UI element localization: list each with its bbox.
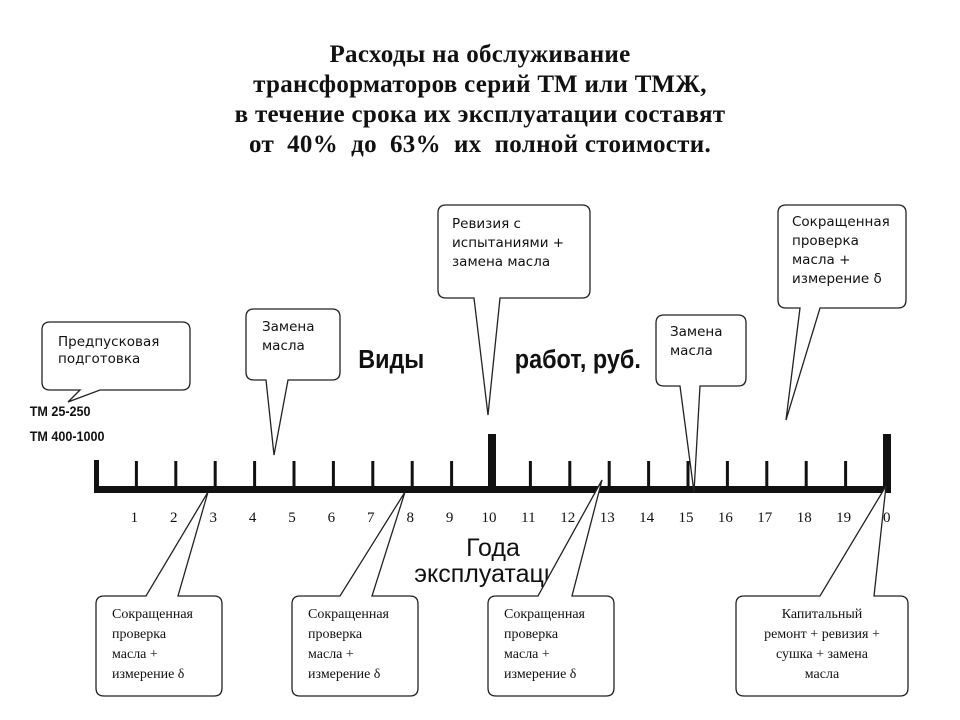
tick-year-3 (213, 461, 217, 488)
tick-year-4 (253, 461, 257, 488)
callout-check-bottom-3-line-3: масла + (504, 647, 550, 662)
callout-capital-repair-line-3: сушка + замена (776, 647, 869, 662)
year-label-8: 8 (406, 510, 414, 526)
callout-check-bottom-1-line-4: измерение δ (112, 667, 185, 682)
header-right: работ, руб. (515, 346, 641, 374)
callout-revision (437, 204, 591, 416)
callout-oil-change-1-line-1: Замена (262, 319, 315, 335)
axis-ticks (134, 461, 848, 488)
year-label-7: 7 (367, 510, 375, 526)
header-left: Виды (358, 346, 424, 374)
year-label-1: 1 (131, 510, 139, 526)
year-label-11: 11 (521, 510, 535, 526)
callout-check-bottom-2-line-3: масла + (308, 647, 354, 662)
year-label-15: 15 (679, 510, 694, 526)
callout-capital-repair-line-2: ремонт + ревизия + (764, 627, 880, 642)
series-label-1: ТМ 25-250 (30, 403, 91, 419)
tick-year-8 (410, 461, 414, 488)
callout-check-top-line-1: Сокращенная (792, 214, 890, 230)
year-label-9: 9 (446, 510, 454, 526)
tick-year-14 (647, 461, 651, 488)
callout-check-bottom-2-line-2: проверка (308, 627, 363, 642)
year-label-3: 3 (209, 510, 217, 526)
callout-oil-change-2 (655, 314, 747, 493)
callout-check-top-line-4: измерение δ (792, 271, 882, 287)
year-label-4: 4 (249, 510, 257, 526)
year-labels: 1234567891011121314151617181920 (131, 510, 891, 526)
title-line-4: от 40% до 63% их полной стоимости. (248, 131, 712, 158)
tick-year-18 (804, 461, 808, 488)
title-line-1: Расходы на обслуживание (329, 41, 631, 68)
series-label-2: ТМ 400-1000 (30, 428, 105, 444)
callout-capital-repair-line-1: Капитальный (782, 607, 863, 622)
callout-prelaunch-line-1: Предпусковая (58, 334, 159, 350)
tick-year-12 (568, 461, 572, 488)
year-label-5: 5 (288, 510, 296, 526)
callout-check-bottom-3 (487, 479, 615, 697)
tick-year-9 (450, 461, 454, 488)
callout-prelaunch (41, 321, 191, 403)
callout-check-bottom-2 (291, 491, 419, 697)
year-label-18: 18 (797, 510, 812, 526)
callout-check-top-line-3: масла + (792, 252, 850, 268)
tick-year-6 (331, 461, 335, 488)
callout-prelaunch-line-2: подготовка (58, 351, 140, 367)
callout-revision-line-3: замена масла (452, 254, 550, 270)
title-line-2: трансформаторов серий ТМ или ТМЖ, (253, 71, 707, 98)
callout-capital-repair-line-4: масла (805, 667, 840, 682)
axis-start-marker (94, 460, 99, 493)
callout-check-bottom-1-line-2: проверка (112, 627, 167, 642)
tick-year-5 (292, 461, 296, 488)
tick-year-15 (686, 461, 690, 488)
tick-year-2 (174, 461, 178, 488)
tick-year-11 (528, 461, 532, 488)
year-label-16: 16 (718, 510, 734, 526)
year-label-19: 19 (836, 510, 851, 526)
axis-title-years: Года (466, 534, 520, 562)
tick-year-17 (765, 461, 769, 488)
year-label-14: 14 (639, 510, 655, 526)
tick-year-1 (134, 461, 138, 488)
callout-revision-line-2: испытаниями + (452, 235, 564, 251)
callout-oil-change-2-line-2: масла (670, 343, 713, 359)
callout-oil-change-1-line-2: масла (262, 338, 305, 354)
callout-check-top (777, 204, 907, 421)
callout-check-bottom-1-line-1: Сокращенная (112, 607, 194, 622)
tick-year-7 (371, 461, 375, 488)
callout-oil-change-2-line-1: Замена (670, 324, 723, 340)
tick-year-13 (607, 461, 611, 488)
title-line-3: в течение срока их эксплуатации составят (234, 101, 726, 128)
callout-oil-change-1 (245, 308, 341, 456)
tick-year-19 (844, 461, 848, 488)
year-20-marker (883, 434, 891, 493)
callout-check-bottom-1-line-3: масла + (112, 647, 158, 662)
callout-check-bottom-3-line-1: Сокращенная (504, 607, 586, 622)
year-label-2: 2 (170, 510, 178, 526)
callout-check-bottom-3-line-4: измерение δ (504, 667, 577, 682)
callout-check-bottom-3-line-2: проверка (504, 627, 559, 642)
year-label-6: 6 (328, 510, 336, 526)
callout-check-bottom-1 (95, 491, 223, 697)
year-label-10: 10 (482, 510, 497, 526)
year-label-13: 13 (600, 510, 615, 526)
callout-check-top-line-2: проверка (792, 233, 859, 249)
callout-check-bottom-2-line-1: Сокращенная (308, 607, 390, 622)
year-label-17: 17 (757, 510, 773, 526)
year-10-marker (488, 434, 496, 493)
tick-year-16 (725, 461, 729, 488)
diagram-title: Расходы на обслуживание трансформаторов … (0, 40, 960, 160)
callout-revision-line-1: Ревизия с (452, 216, 521, 232)
callout-capital-repair (735, 485, 909, 697)
year-label-12: 12 (560, 510, 575, 526)
callout-check-bottom-2-line-4: измерение δ (308, 667, 381, 682)
